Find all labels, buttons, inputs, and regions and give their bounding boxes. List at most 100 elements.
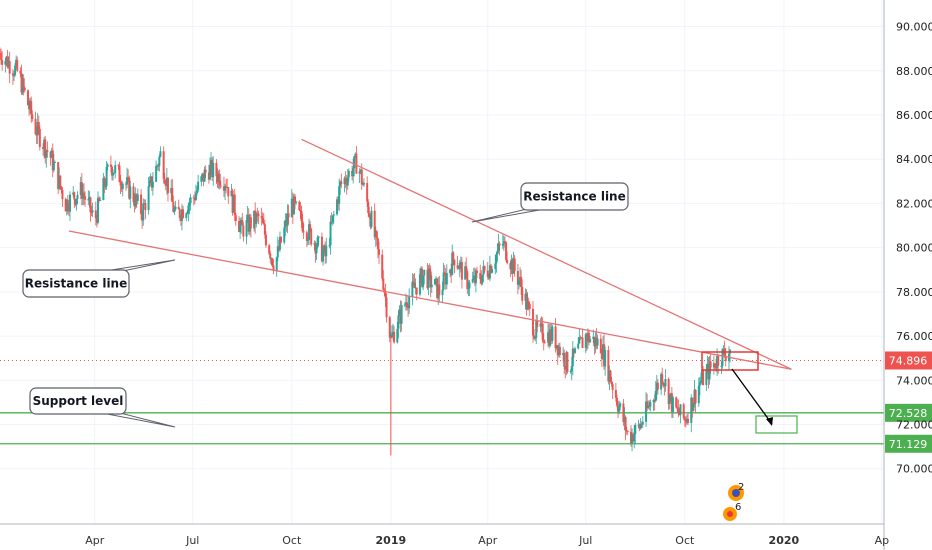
candle-body bbox=[631, 433, 634, 444]
candle-body bbox=[355, 153, 358, 174]
candle-body bbox=[457, 268, 460, 270]
candle-body bbox=[280, 236, 283, 243]
candle-body bbox=[245, 220, 248, 237]
price-tick-label[interactable]: 70.000 bbox=[896, 463, 932, 476]
price-tick-label[interactable]: 82.000 bbox=[896, 197, 932, 210]
price-tick-label[interactable]: 90.000 bbox=[896, 21, 932, 34]
level-price-label: 71.129 bbox=[889, 438, 928, 451]
time-tick-label[interactable]: Apr bbox=[85, 534, 105, 547]
candle-body bbox=[587, 332, 590, 343]
candle-body bbox=[452, 252, 455, 260]
projection-arrow[interactable] bbox=[731, 368, 773, 425]
candle-body bbox=[543, 342, 546, 344]
price-axis[interactable]: 70.000 72.000 74.000 76.000 78.000 80.000 82.0… bbox=[883, 0, 932, 550]
candle-body bbox=[647, 405, 650, 409]
trendlines[interactable] bbox=[68, 138, 798, 434]
candle-body bbox=[247, 214, 250, 232]
candle-body bbox=[255, 213, 258, 224]
candle-body bbox=[473, 275, 476, 284]
time-tick-label[interactable]: Oct bbox=[282, 534, 302, 547]
candle-body bbox=[358, 171, 361, 174]
candle-body bbox=[655, 382, 658, 391]
grid-lines bbox=[0, 0, 884, 524]
candle-body bbox=[496, 250, 499, 255]
candle-body bbox=[701, 370, 704, 381]
candle-body bbox=[474, 270, 477, 284]
candle-body bbox=[531, 308, 534, 336]
candle-body bbox=[641, 421, 644, 425]
candle-body bbox=[512, 258, 515, 274]
callout-label[interactable]: Resistance line bbox=[25, 277, 128, 291]
price-tick-label[interactable]: 72.000 bbox=[896, 419, 932, 432]
candle-body bbox=[12, 75, 15, 77]
candle-body bbox=[488, 265, 491, 279]
candle-body bbox=[624, 416, 627, 431]
time-tick-label[interactable]: Jul bbox=[578, 534, 592, 547]
trendline[interactable] bbox=[301, 138, 792, 370]
candle-body bbox=[51, 150, 54, 171]
candle-body bbox=[136, 194, 139, 201]
candle-body bbox=[337, 199, 340, 204]
time-tick-label[interactable]: Ap bbox=[875, 534, 890, 547]
candle-body bbox=[459, 261, 462, 263]
candle-body bbox=[105, 166, 108, 186]
trendline[interactable] bbox=[68, 230, 792, 370]
candle-body bbox=[422, 275, 425, 287]
candle-body bbox=[595, 337, 598, 346]
time-tick-label[interactable]: Jul bbox=[185, 534, 199, 547]
candle-body bbox=[268, 245, 271, 254]
candle-body bbox=[385, 297, 388, 318]
price-tick-label[interactable]: 84.000 bbox=[896, 153, 932, 166]
candle-body bbox=[520, 276, 523, 287]
candle-body bbox=[505, 242, 508, 261]
price-tick-label[interactable]: 74.000 bbox=[896, 374, 932, 387]
time-tick-label[interactable]: 2019 bbox=[376, 534, 407, 547]
price-tick-label[interactable]: 78.000 bbox=[896, 286, 932, 299]
event-dot-icon bbox=[732, 489, 740, 497]
time-tick-label[interactable]: Apr bbox=[478, 534, 498, 547]
candle-body bbox=[360, 169, 363, 185]
candle-body bbox=[685, 418, 688, 423]
candle-body bbox=[19, 70, 22, 74]
price-tick-label[interactable]: 86.000 bbox=[896, 109, 932, 122]
candle-body bbox=[542, 340, 545, 343]
candle-body bbox=[269, 253, 272, 259]
candle-body bbox=[653, 400, 656, 402]
candle-body bbox=[126, 177, 129, 185]
candle-body bbox=[558, 346, 561, 355]
time-axis[interactable]: Apr Jul Oct 2019 Apr Jul Oct 2020 Ap bbox=[0, 523, 890, 547]
candle-body bbox=[290, 198, 293, 218]
event-icons[interactable]: 2 6 bbox=[723, 482, 744, 521]
candle-body bbox=[498, 243, 501, 246]
candle-body bbox=[482, 266, 485, 275]
candle-body bbox=[142, 203, 145, 221]
callout-label[interactable]: Support level bbox=[33, 394, 124, 408]
candle-body bbox=[525, 293, 528, 310]
breakout-box[interactable] bbox=[701, 351, 759, 371]
candle-body bbox=[557, 346, 560, 356]
candle-body bbox=[638, 424, 641, 429]
candle-body bbox=[144, 203, 147, 211]
time-tick-label[interactable]: 2020 bbox=[769, 534, 800, 547]
candle-body bbox=[671, 397, 674, 412]
callout-box[interactable] bbox=[22, 269, 130, 298]
candle-body bbox=[684, 420, 687, 423]
candle-body bbox=[90, 212, 93, 214]
time-tick-label[interactable]: Oct bbox=[675, 534, 695, 547]
callout-box[interactable] bbox=[520, 182, 629, 211]
candle-body bbox=[66, 199, 69, 211]
callout-label[interactable]: Resistance line bbox=[523, 190, 626, 204]
callout-box[interactable] bbox=[29, 387, 127, 415]
price-tick-label[interactable]: 80.000 bbox=[896, 242, 932, 255]
candle-body bbox=[212, 162, 215, 178]
target-box[interactable] bbox=[755, 415, 798, 434]
price-tick-label[interactable]: 88.000 bbox=[896, 65, 932, 78]
candle-body bbox=[382, 278, 385, 290]
candle-body bbox=[117, 165, 120, 167]
price-tick-label[interactable]: 76.000 bbox=[896, 330, 932, 343]
candle-body bbox=[589, 338, 592, 343]
candle-body bbox=[29, 100, 32, 110]
annotations[interactable]: Resistance line Resistance line Support le… bbox=[22, 182, 629, 428]
candle-body bbox=[534, 337, 537, 339]
